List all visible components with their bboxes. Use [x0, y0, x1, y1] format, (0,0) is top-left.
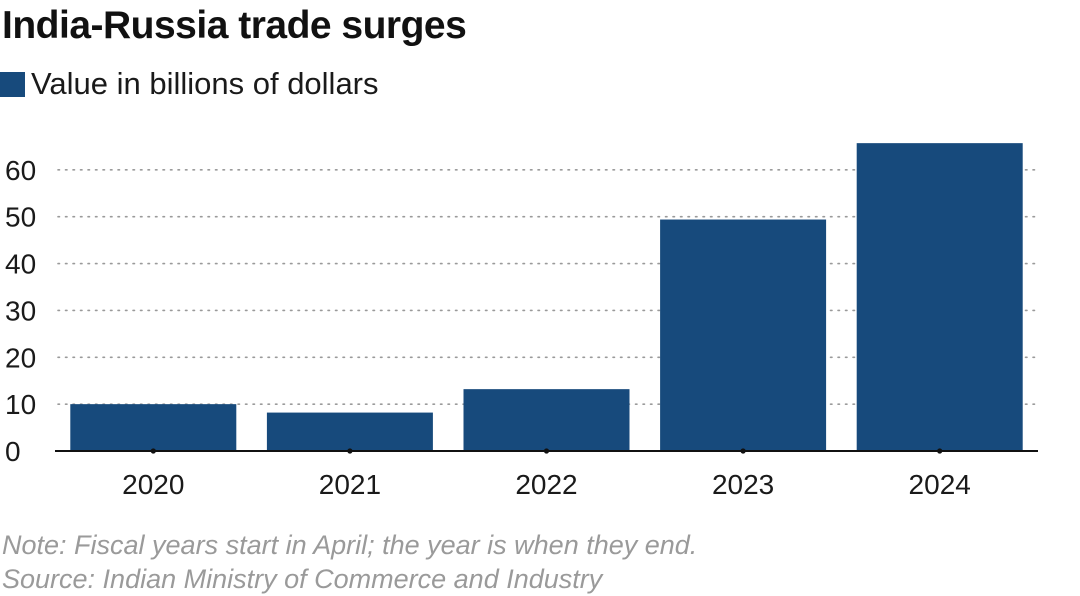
bar: [660, 219, 827, 451]
source-text: Source: Indian Ministry of Commerce and …: [2, 564, 603, 594]
bar-chart: 0 10 20 30 40 50 60 2020 2021 2022 2023 2024: [5, 143, 1039, 500]
y-tick-label: 0: [5, 436, 21, 467]
legend-swatch: [0, 71, 25, 97]
x-tick-label: 2024: [909, 469, 971, 500]
chart-title: India-Russia trade surges: [2, 4, 467, 47]
y-tick-label: 40: [5, 249, 36, 280]
y-tick-label: 50: [5, 202, 36, 233]
bar: [463, 389, 630, 451]
x-tick-label: 2020: [122, 469, 184, 500]
note-text: Note: Fiscal years start in April; the y…: [2, 530, 698, 560]
x-tick-label: 2022: [515, 469, 577, 500]
legend: Value in billions of dollars: [0, 64, 379, 104]
y-tick-label: 30: [5, 295, 36, 326]
legend-label: Value in billions of dollars: [31, 66, 379, 101]
bar: [70, 404, 237, 451]
y-tick-label: 60: [5, 155, 36, 186]
chart-notes: Note: Fiscal years start in April; the y…: [2, 528, 697, 596]
x-tick-label: 2023: [712, 469, 774, 500]
bar: [856, 143, 1023, 452]
x-tick-label: 2021: [319, 469, 381, 500]
bar: [266, 412, 433, 451]
y-tick-label: 20: [5, 342, 36, 373]
y-tick-label: 10: [5, 389, 36, 420]
